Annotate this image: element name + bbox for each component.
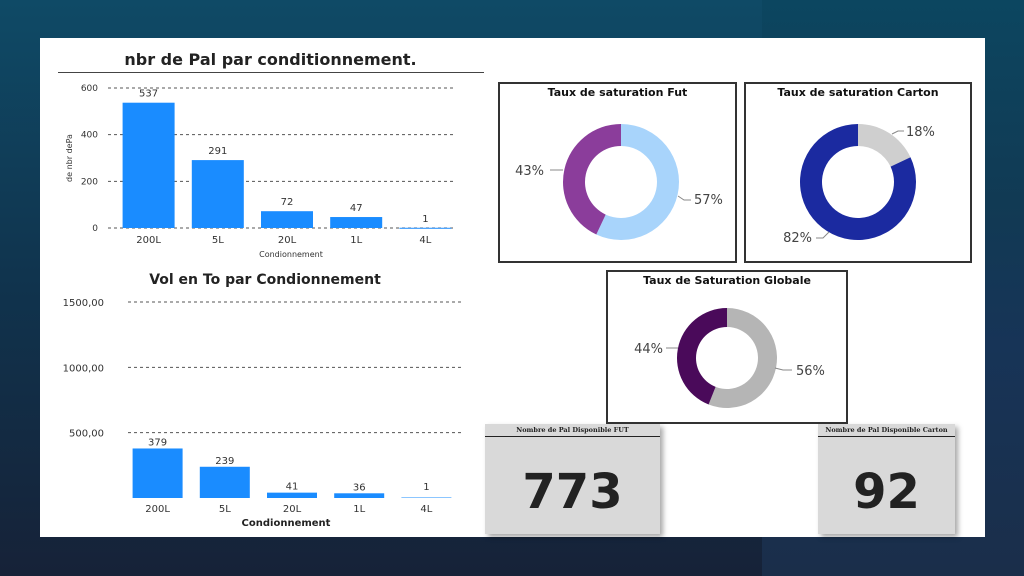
donut-fut-title: Taux de saturation Fut bbox=[547, 86, 688, 99]
donut-slice-82 bbox=[800, 124, 916, 240]
bar-200L bbox=[122, 102, 175, 228]
donut-slice-57 bbox=[596, 124, 679, 240]
donut-carton-chart: 18% 82% bbox=[783, 124, 935, 246]
donut-globale-chart: 56% 44% bbox=[634, 308, 825, 408]
chart2-title: Vol en To par Condionnement bbox=[149, 272, 381, 288]
card-pal-fut: Nombre de Pal Disponible FUT 773 bbox=[485, 424, 660, 534]
bar-5L bbox=[199, 466, 250, 498]
x-tick-label: 4L bbox=[419, 235, 431, 246]
card-pal-fut-rule bbox=[485, 436, 660, 437]
slice-label: 57% bbox=[694, 193, 723, 208]
bar-4L bbox=[399, 227, 452, 229]
leader-line bbox=[677, 195, 691, 201]
leader-line bbox=[816, 231, 830, 239]
y-tick-label: 200 bbox=[81, 177, 98, 187]
donut-slice-56 bbox=[708, 308, 777, 408]
bar-200L bbox=[132, 448, 183, 498]
donut-fut-box: Taux de saturation Fut 57% 43% bbox=[498, 82, 737, 263]
bar-4L bbox=[401, 497, 452, 498]
donut-fut-chart: 57% 43% bbox=[515, 124, 723, 240]
y-tick-label: 0 bbox=[92, 224, 98, 234]
slice-label: 56% bbox=[796, 364, 825, 379]
x-tick-label: 20L bbox=[278, 235, 297, 246]
data-label: 239 bbox=[215, 456, 234, 467]
y-tick-label: 600 bbox=[81, 84, 98, 94]
donut-globale-box: Taux de Saturation Globale 56% 44% bbox=[606, 270, 848, 424]
x-tick-label: 200L bbox=[145, 504, 170, 515]
chart1-title: nbr de Pal par conditionnement. bbox=[124, 50, 417, 69]
donut-slice-44 bbox=[677, 308, 727, 405]
slice-label: 18% bbox=[906, 125, 935, 140]
donut-globale-title: Taux de Saturation Globale bbox=[643, 274, 811, 287]
bar-1L bbox=[334, 493, 385, 498]
card-pal-carton-value: 92 bbox=[853, 464, 920, 520]
donut-slice-43 bbox=[563, 124, 621, 235]
leader-line bbox=[774, 367, 792, 371]
y-tick-label: 500,00 bbox=[69, 429, 104, 440]
y-tick-label: 1500,00 bbox=[63, 298, 104, 309]
data-label: 537 bbox=[139, 89, 158, 100]
slice-label: 43% bbox=[515, 164, 544, 179]
x-tick-label: 5L bbox=[212, 235, 224, 246]
x-tick-label: 4L bbox=[420, 504, 432, 515]
bar-1L bbox=[330, 217, 383, 228]
chart-vol-to: 500,00 1000,00 1500,00 379 200L 239 5L 41 20L 36 1… bbox=[63, 298, 464, 529]
bar-5L bbox=[191, 160, 244, 228]
card-pal-carton-rule bbox=[818, 436, 955, 437]
x-tick-label: 200L bbox=[136, 235, 161, 246]
slice-label: 82% bbox=[783, 231, 812, 246]
x-tick-label: 20L bbox=[283, 504, 302, 515]
data-label: 379 bbox=[148, 437, 167, 448]
bar-20L bbox=[261, 211, 313, 228]
data-label: 1 bbox=[423, 482, 429, 493]
data-label: 72 bbox=[281, 197, 294, 208]
x-axis-title: Condionnement bbox=[259, 250, 323, 259]
x-axis-title: Condionnement bbox=[242, 518, 331, 529]
y-axis-title: de nbr dePa bbox=[65, 134, 74, 182]
donut-carton-box: Taux de saturation Carton 18% 82% bbox=[744, 82, 972, 263]
chart1-title-rule bbox=[58, 72, 484, 73]
card-pal-fut-value: 773 bbox=[522, 464, 623, 520]
data-label: 1 bbox=[422, 214, 428, 225]
chart-nbr-pal: 0 200 400 600 537 200L 291 5L 72 20L 47 1L 1 4L Condio… bbox=[65, 84, 454, 259]
x-tick-label: 5L bbox=[219, 504, 231, 515]
data-label: 291 bbox=[208, 146, 227, 157]
y-tick-label: 400 bbox=[81, 131, 98, 141]
data-label: 41 bbox=[286, 482, 299, 493]
card-pal-fut-title: Nombre de Pal Disponible FUT bbox=[516, 426, 629, 434]
donut-slice-18 bbox=[858, 124, 911, 167]
donut-carton-title: Taux de saturation Carton bbox=[777, 86, 939, 99]
card-pal-carton: Nombre de Pal Disponible Carton 92 bbox=[818, 424, 955, 534]
leader-line bbox=[891, 130, 904, 135]
y-tick-label: 1000,00 bbox=[63, 363, 104, 374]
x-tick-label: 1L bbox=[353, 504, 365, 515]
bar-20L bbox=[267, 492, 317, 498]
card-pal-carton-title: Nombre de Pal Disponible Carton bbox=[825, 426, 948, 434]
data-label: 36 bbox=[353, 482, 366, 493]
data-label: 47 bbox=[350, 203, 363, 214]
slice-label: 44% bbox=[634, 342, 663, 357]
x-tick-label: 1L bbox=[350, 235, 362, 246]
